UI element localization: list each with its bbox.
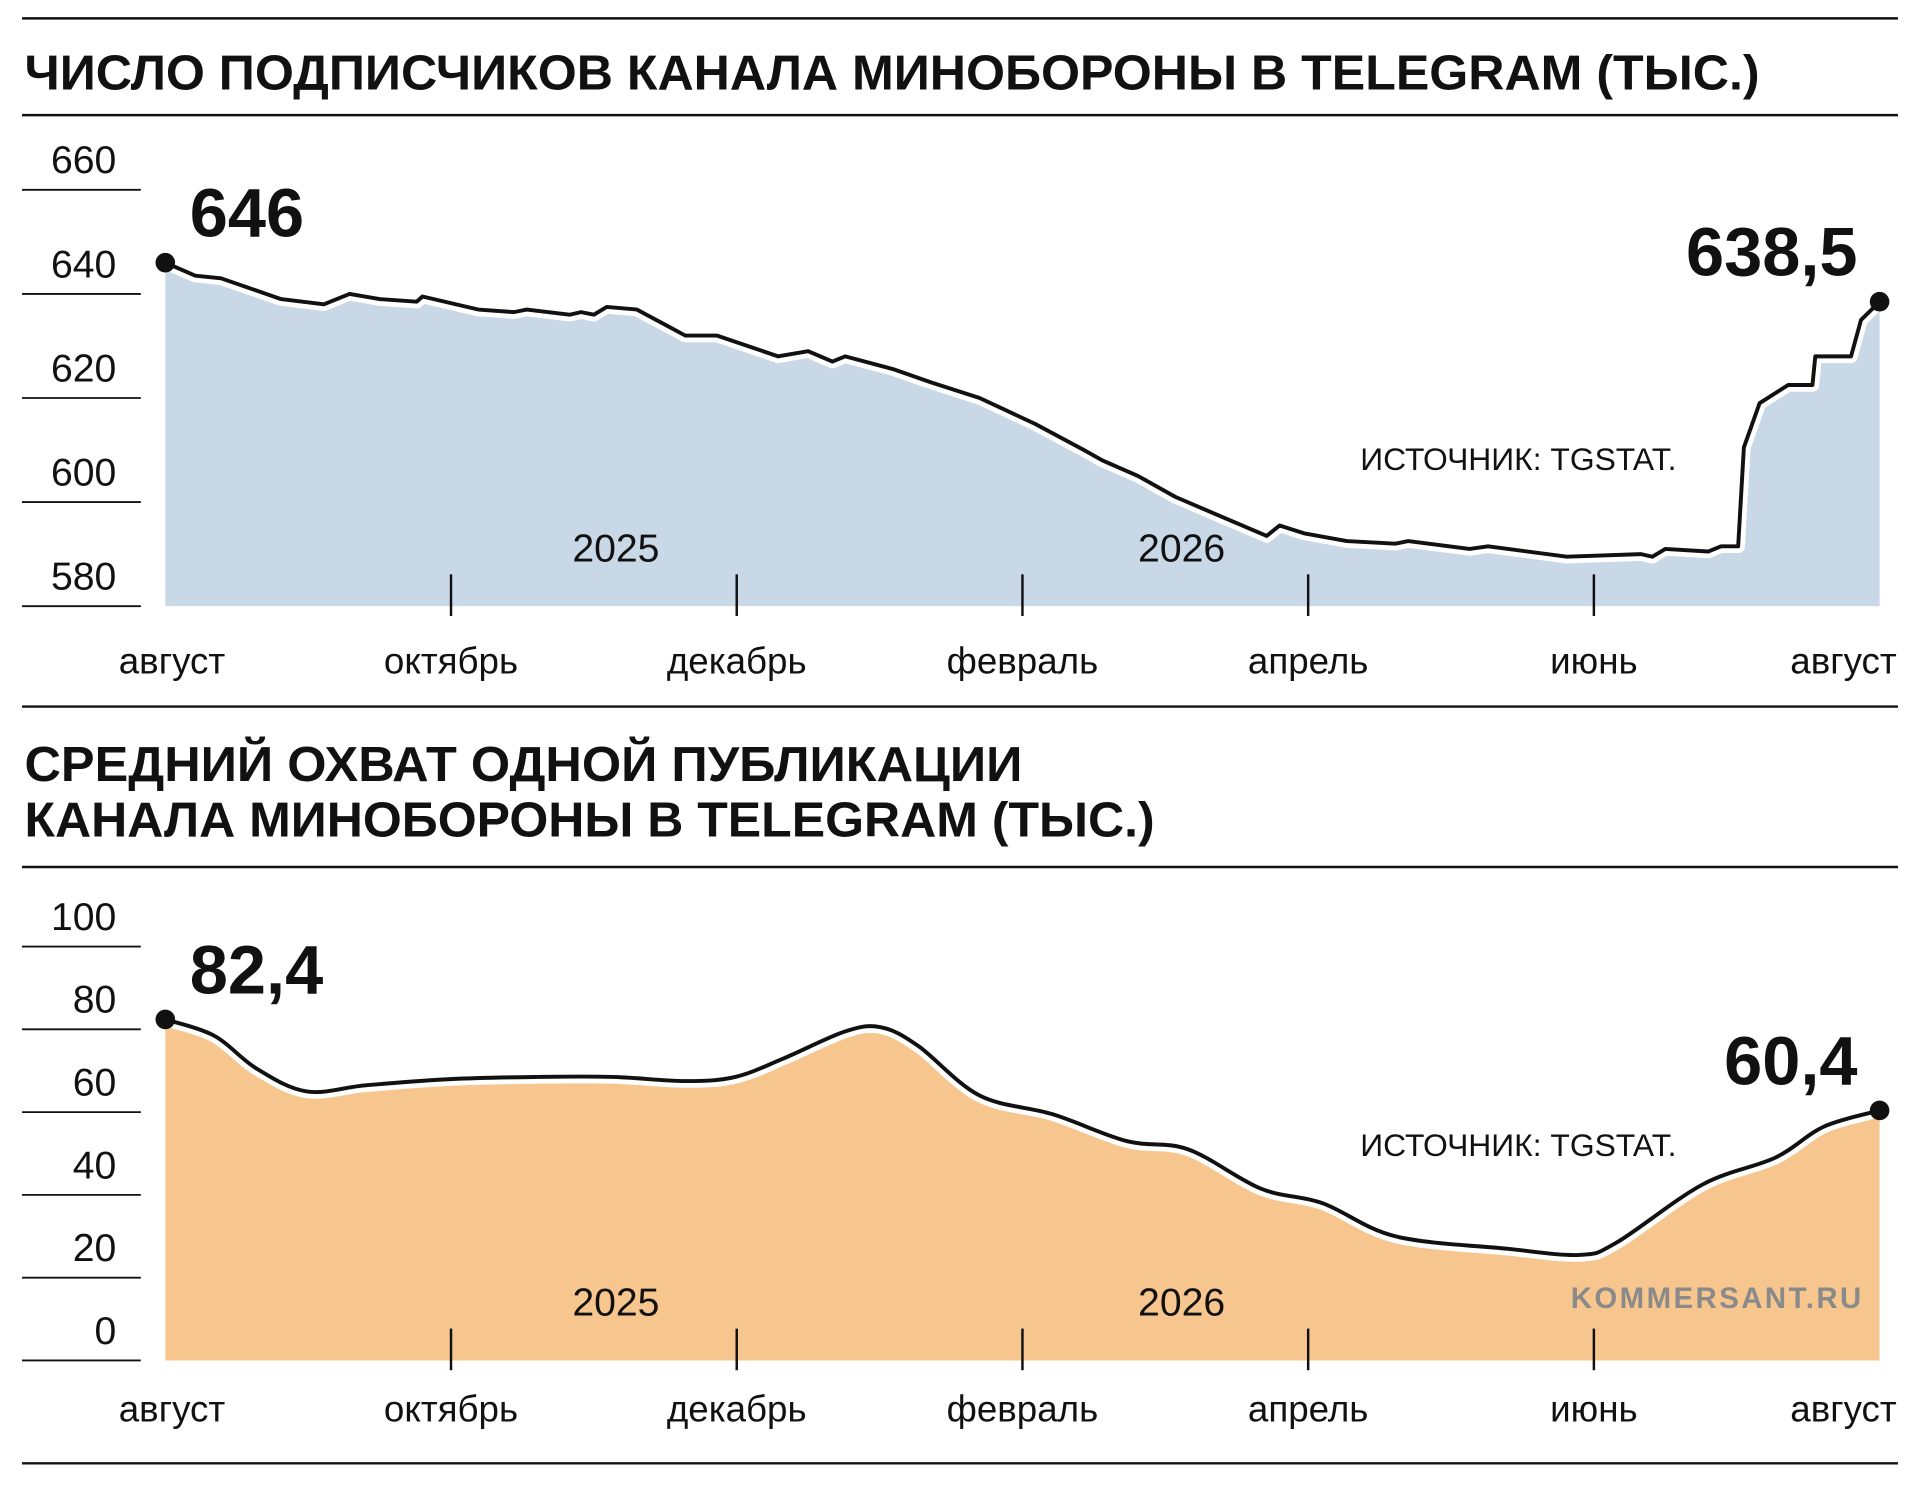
value-label: 60,4 [1724, 1022, 1857, 1099]
x-tick-label: июнь [1550, 1389, 1637, 1430]
end-dot [1869, 1100, 1890, 1121]
y-tick-label: 660 [51, 139, 116, 182]
y-tick-label: 580 [51, 556, 116, 599]
y-tick-label: 80 [73, 979, 117, 1022]
x-tick-label: апрель [1248, 1389, 1368, 1430]
x-tick-label: февраль [947, 640, 1099, 681]
end-dot [1869, 291, 1890, 312]
source: ИСТОЧНИК: TGSTAT. [1360, 1127, 1676, 1163]
y-tick-label: 40 [73, 1144, 117, 1187]
x-tick-label: октябрь [384, 640, 518, 681]
x-tick-label: август [1790, 1389, 1897, 1430]
y-tick-label: 640 [51, 243, 116, 286]
chart-title: СРЕДНИЙ ОХВАТ ОДНОЙ ПУБЛИКАЦИИ [24, 737, 1022, 792]
x-tick-label: декабрь [667, 640, 807, 681]
year-label: 2025 [572, 527, 659, 570]
credit: KOMMERSANT.RU [1571, 1282, 1864, 1315]
value-label: 646 [190, 175, 304, 252]
x-tick-label: август [1790, 640, 1897, 681]
value-label: 82,4 [190, 931, 323, 1008]
source: ИСТОЧНИК: TGSTAT. [1360, 441, 1676, 477]
y-tick-label: 0 [95, 1310, 117, 1353]
x-tick-label: декабрь [667, 1389, 807, 1430]
year-label: 2026 [1138, 527, 1225, 570]
area [165, 1019, 1880, 1361]
y-tick-label: 20 [73, 1227, 117, 1270]
chart-title: ЧИСЛО ПОДПИСЧИКОВ КАНАЛА МИНОБОРОНЫ В TE… [24, 46, 1759, 100]
x-tick-label: февраль [947, 1389, 1099, 1430]
y-tick-label: 100 [51, 896, 116, 939]
chart-title: КАНАЛА МИНОБОРОНЫ В TELEGRAM (ТЫС.) [24, 793, 1154, 847]
area [165, 262, 1880, 607]
line [164, 260, 1881, 559]
y-tick-label: 60 [73, 1062, 117, 1105]
x-tick-label: апрель [1248, 640, 1368, 681]
year-label: 2026 [1138, 1282, 1225, 1325]
x-tick-label: октябрь [384, 1389, 518, 1430]
x-tick-label: июнь [1550, 640, 1637, 681]
value-label: 638,5 [1686, 214, 1858, 291]
y-tick-label: 600 [51, 451, 116, 494]
x-tick-label: август [119, 1389, 226, 1430]
y-tick-label: 620 [51, 347, 116, 390]
end-dot [155, 1009, 176, 1030]
line [164, 1017, 1881, 1258]
end-dot [155, 252, 176, 273]
year-label: 2025 [572, 1282, 659, 1325]
x-tick-label: август [119, 640, 226, 681]
